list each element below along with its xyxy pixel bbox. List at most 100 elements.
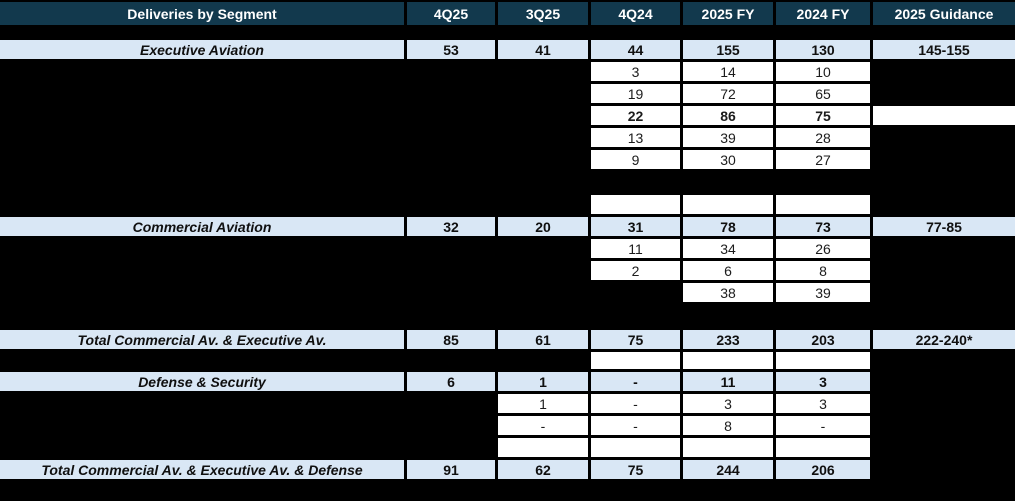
empty-cell [776,195,870,214]
redacted-cell [0,106,404,125]
redacted-cell [0,283,404,302]
table-cell: 85 [407,330,495,349]
table-cell: 3 [683,394,773,413]
redacted-cell [498,352,588,369]
redacted-cell [0,195,404,214]
redacted-cell [407,438,495,457]
row-exec-detail-4: 13 39 28 [0,128,1015,147]
redacted-cell [0,62,404,81]
table-cell: 28 [776,128,870,147]
table-cell: 39 [776,283,870,302]
redacted-cell [873,283,1015,302]
redacted-cell [0,239,404,258]
redacted-cell [407,62,495,81]
table-cell: 30 [683,150,773,169]
table-cell: 155 [683,40,773,59]
empty-cell [683,195,773,214]
guidance-cell: 145-155 [873,40,1015,59]
guidance-cell: 222-240* [873,330,1015,349]
redacted-cell [873,460,1015,479]
table-cell: - [776,416,870,435]
table-cell: 86 [683,106,773,125]
table-header-row: Deliveries by Segment 4Q25 3Q25 4Q24 202… [0,2,1015,25]
row-exec-detail-5: 9 30 27 [0,150,1015,169]
column-header-3q25: 3Q25 [498,2,588,25]
table-cell: 206 [776,460,870,479]
redacted-cell [0,150,404,169]
table-cell: 62 [498,460,588,479]
redacted-cell [498,150,588,169]
redacted-cell [873,438,1015,457]
redacted-cell [873,84,1015,103]
redacted-cell [591,283,680,302]
redacted-cell [873,150,1015,169]
black-spacer [0,305,1015,330]
row-exec-detail-3: 22 86 75 [0,106,1015,125]
table-cell: 14 [683,62,773,81]
redacted-cell [0,261,404,280]
redacted-cell [498,195,588,214]
table-cell: - [498,416,588,435]
table-cell: 1 [498,372,588,391]
redacted-cell [873,416,1015,435]
column-header-2025fy: 2025 FY [683,2,773,25]
redacted-cell [873,195,1015,214]
redacted-cell [0,84,404,103]
table-cell: 6 [683,261,773,280]
row-blank-2 [0,352,1015,369]
table-cell: 73 [776,217,870,236]
row-blank-1 [0,195,1015,214]
empty-cell [776,438,870,457]
redacted-cell [0,394,404,413]
table-cell: 65 [776,84,870,103]
table-cell: 38 [683,283,773,302]
empty-cell [683,352,773,369]
table-cell: 31 [591,217,680,236]
table-cell: 11 [591,239,680,258]
redacted-cell [407,195,495,214]
black-spacer [0,172,1015,195]
segment-label-commercial-aviation: Commercial Aviation [0,217,404,236]
redacted-cell [407,352,495,369]
table-cell: 44 [591,40,680,59]
table-cell: 41 [498,40,588,59]
table-cell: 8 [683,416,773,435]
redacted-cell [873,394,1015,413]
redacted-cell [407,106,495,125]
empty-cell [498,438,588,457]
row-exec-detail-1: 3 14 10 [0,62,1015,81]
empty-cell [591,195,680,214]
empty-cell [873,106,1015,125]
table-cell: 3 [776,394,870,413]
table-cell: 203 [776,330,870,349]
table-cell: 27 [776,150,870,169]
redacted-cell [407,84,495,103]
row-total-all: Total Commercial Av. & Executive Av. & D… [0,460,1015,479]
column-header-4q24: 4Q24 [591,2,680,25]
table-cell: - [591,416,680,435]
table-cell: 130 [776,40,870,59]
empty-cell [591,438,680,457]
empty-cell [591,352,680,369]
total-label-all-segments: Total Commercial Av. & Executive Av. & D… [0,460,404,479]
table-cell: 1 [498,394,588,413]
row-exec-detail-2: 19 72 65 [0,84,1015,103]
table-cell: - [591,372,680,391]
redacted-cell [498,283,588,302]
table-cell: 6 [407,372,495,391]
redacted-cell [873,128,1015,147]
redacted-cell [498,106,588,125]
row-blank-3 [0,438,1015,457]
table-cell: 3 [591,62,680,81]
guidance-cell: 77-85 [873,217,1015,236]
table-cell: 75 [591,330,680,349]
redacted-cell [0,352,404,369]
table-cell: 11 [683,372,773,391]
empty-cell [683,438,773,457]
table-cell: 75 [776,106,870,125]
row-total-commercial-executive: Total Commercial Av. & Executive Av. 85 … [0,330,1015,349]
redacted-cell [873,261,1015,280]
table-cell: 2 [591,261,680,280]
table-cell: 20 [498,217,588,236]
redacted-cell [407,128,495,147]
